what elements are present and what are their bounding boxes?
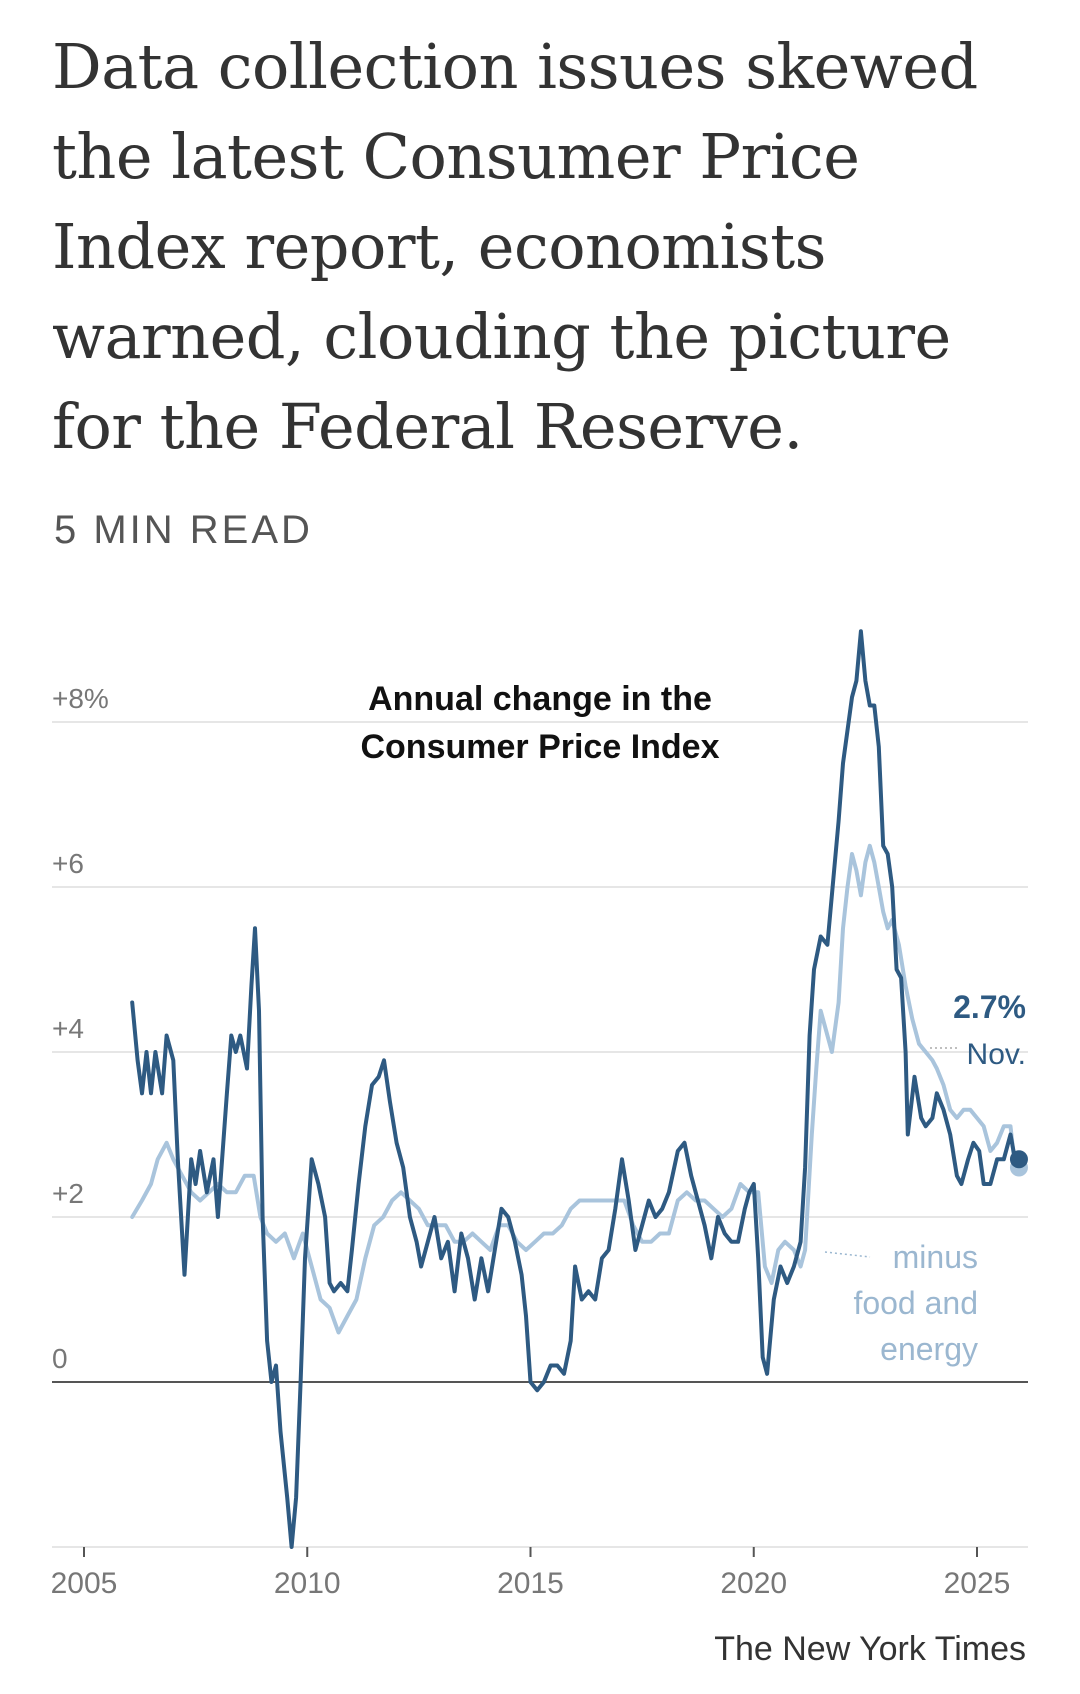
y-tick-label: 0: [52, 1343, 68, 1374]
core-series-label-line: minus: [893, 1239, 978, 1275]
cpi-end-value-label: 2.7%: [953, 989, 1026, 1025]
y-tick-label: +8%: [52, 683, 109, 714]
core-label-leader: [824, 1251, 871, 1258]
core-series-label-line: food and: [853, 1285, 978, 1321]
y-tick-label: +6: [52, 848, 84, 879]
x-tick-label: 2005: [51, 1567, 118, 1600]
x-tick-label: 2025: [944, 1567, 1011, 1600]
core-series-line: [130, 843, 1017, 1335]
headline: Data collection issues skewed the latest…: [52, 30, 978, 463]
chart-title-line: Annual change in the: [368, 680, 712, 718]
cpi-end-dot: [1009, 1150, 1028, 1169]
nyt-credit: The New York Times: [714, 1630, 1026, 1668]
chart-title-line: Consumer Price Index: [360, 728, 719, 766]
x-tick-label: 2015: [497, 1567, 564, 1600]
y-tick-label: +2: [52, 1178, 84, 1209]
cpi-series-line: [130, 629, 1017, 1549]
y-tick-label: +4: [52, 1013, 84, 1044]
x-tick-label: 2010: [274, 1567, 341, 1600]
core-series-label-line: energy: [880, 1331, 978, 1367]
read-time: 5 MIN READ: [54, 508, 313, 552]
x-tick-label: 2020: [720, 1567, 787, 1600]
cpi-end-period-label: Nov.: [967, 1038, 1026, 1071]
